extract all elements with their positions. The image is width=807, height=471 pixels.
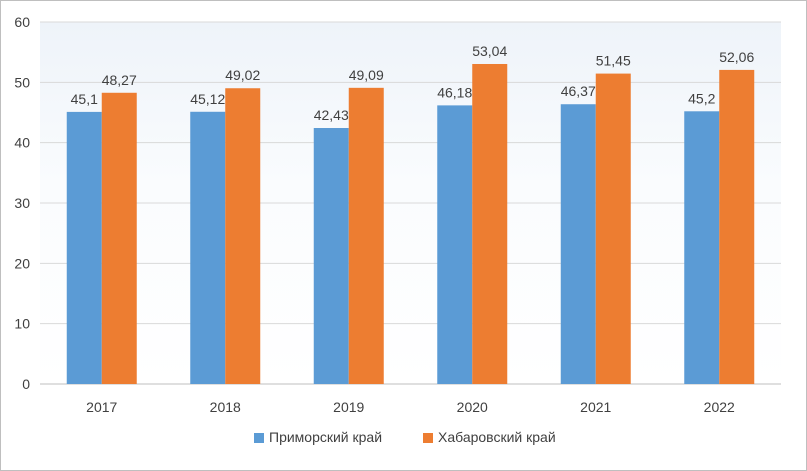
data-label: 53,04: [472, 43, 507, 59]
bar-primorsky-2022: [684, 111, 720, 384]
y-axis: 0 10 20 30 40 50 60: [14, 14, 30, 392]
bar-primorsky-2020: [437, 105, 473, 384]
x-axis: 2017 2018 2019 2020 2021 2022: [86, 399, 735, 415]
legend-swatch: [423, 433, 433, 443]
bar-khabarovsk-2017: [101, 92, 137, 384]
y-tick-label: 30: [14, 195, 30, 211]
x-tick-label: 2018: [210, 399, 241, 415]
y-tick-label: 60: [14, 14, 30, 30]
y-tick-label: 50: [14, 74, 30, 90]
y-tick-label: 40: [14, 135, 30, 151]
data-label: 42,43: [314, 107, 349, 123]
y-tick-label: 20: [14, 255, 30, 271]
legend-label: Приморский край: [269, 429, 382, 445]
data-label: 45,12: [190, 91, 225, 107]
bar-khabarovsk-2021: [595, 73, 631, 385]
data-label: 52,06: [719, 49, 754, 65]
data-label: 45,2: [688, 90, 715, 106]
bar-primorsky-2018: [190, 111, 226, 384]
y-tick-label: 10: [14, 316, 30, 332]
x-tick-label: 2020: [457, 399, 488, 415]
x-tick-label: 2019: [333, 399, 364, 415]
legend: Приморский край Хабаровский край: [254, 429, 556, 445]
data-label: 48,27: [102, 72, 137, 88]
data-label: 51,45: [596, 53, 631, 69]
bar-primorsky-2017: [66, 111, 102, 384]
x-tick-label: 2017: [86, 399, 117, 415]
legend-swatch: [254, 433, 264, 443]
x-tick-label: 2022: [704, 399, 735, 415]
data-label: 49,09: [349, 67, 384, 83]
data-label: 46,37: [561, 83, 596, 99]
data-label: 45,1: [71, 91, 98, 107]
bar-khabarovsk-2022: [719, 69, 755, 384]
data-label: 46,18: [437, 84, 472, 100]
bar-khabarovsk-2020: [472, 63, 508, 384]
bar-khabarovsk-2019: [348, 87, 384, 384]
bar-primorsky-2019: [313, 128, 349, 384]
data-label: 49,02: [225, 67, 260, 83]
legend-label: Хабаровский край: [438, 429, 556, 445]
bars: [66, 63, 755, 385]
y-tick-label: 0: [22, 376, 30, 392]
x-tick-label: 2021: [580, 399, 611, 415]
bar-primorsky-2021: [560, 104, 596, 384]
bar-khabarovsk-2018: [225, 88, 261, 384]
gridlines: [40, 21, 781, 385]
